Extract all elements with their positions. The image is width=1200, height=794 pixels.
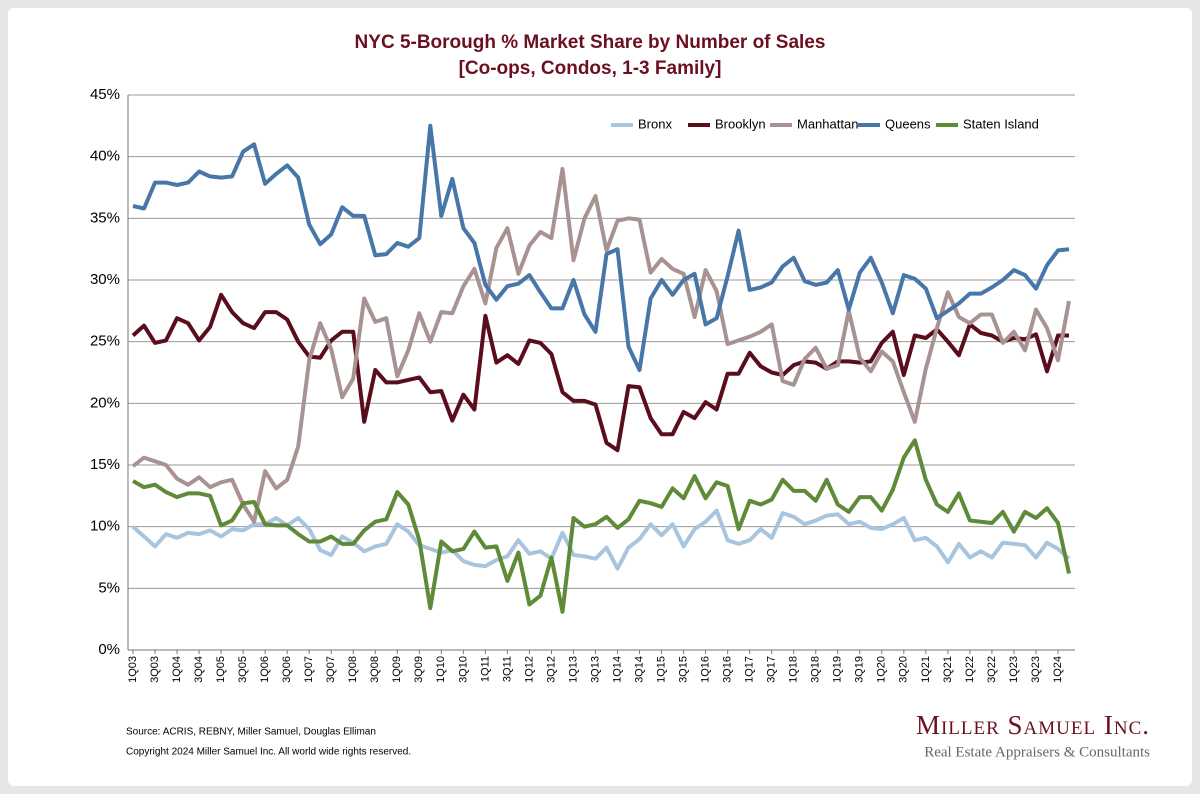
x-tick-label: 1Q14 bbox=[611, 656, 623, 683]
x-tick-label: 1Q22 bbox=[964, 656, 976, 683]
x-tick-label: 1Q13 bbox=[567, 656, 579, 683]
y-tick-label: 40% bbox=[90, 148, 120, 165]
x-tick-label: 3Q12 bbox=[545, 656, 557, 683]
y-tick-label: 0% bbox=[98, 641, 120, 658]
series-line bbox=[131, 508, 1071, 571]
x-tick-label: 3Q05 bbox=[237, 656, 249, 683]
x-tick-label: 3Q10 bbox=[457, 656, 469, 683]
x-tick-label: 1Q15 bbox=[655, 656, 667, 683]
x-tick-label: 3Q19 bbox=[854, 656, 866, 683]
y-tick-label: 30% bbox=[90, 271, 120, 288]
x-tick-label: 1Q19 bbox=[832, 656, 844, 683]
x-tick-label: 1Q20 bbox=[876, 656, 888, 683]
x-tick-label: 1Q16 bbox=[700, 656, 712, 683]
x-tick-label: 1Q06 bbox=[259, 656, 271, 683]
x-tick-label: 3Q23 bbox=[1030, 656, 1042, 683]
y-tick-label: 20% bbox=[90, 394, 120, 411]
x-tick-label: 3Q15 bbox=[677, 656, 689, 683]
series-line bbox=[132, 123, 1070, 372]
x-tick-label: 3Q08 bbox=[369, 656, 381, 683]
legend-label: Bronx bbox=[638, 116, 672, 131]
x-tick-label: 3Q20 bbox=[898, 656, 910, 683]
x-tick-label: 1Q05 bbox=[215, 656, 227, 683]
chart-subtitle: [Co-ops, Condos, 1-3 Family] bbox=[459, 58, 722, 79]
x-tick-label: 3Q03 bbox=[149, 656, 161, 683]
x-tick-label: 3Q07 bbox=[325, 656, 337, 683]
x-tick-label: 3Q21 bbox=[942, 656, 954, 683]
x-tick-label: 1Q24 bbox=[1052, 656, 1064, 683]
x-tick-label: 1Q10 bbox=[435, 656, 447, 683]
y-tick-label: 45% bbox=[90, 86, 120, 103]
series-line bbox=[131, 292, 1069, 453]
y-tick-label: 5% bbox=[98, 579, 120, 596]
x-tick-label: 3Q04 bbox=[193, 656, 205, 683]
x-tick-label: 1Q17 bbox=[744, 656, 756, 683]
x-tick-label: 1Q11 bbox=[479, 656, 491, 682]
legend-label: Manhattan bbox=[797, 116, 858, 131]
x-tick-label: 1Q21 bbox=[920, 656, 932, 683]
x-tick-label: 3Q16 bbox=[722, 656, 734, 683]
x-tick-label: 3Q06 bbox=[281, 656, 293, 683]
source-note: Source: ACRIS, REBNY, Miller Samuel, Dou… bbox=[126, 727, 376, 738]
x-tick-label: 3Q13 bbox=[589, 656, 601, 683]
logo-name: Miller Samuel Inc. bbox=[916, 710, 1150, 740]
chart-title: NYC 5-Borough % Market Share by Number o… bbox=[355, 32, 826, 53]
legend-label: Queens bbox=[885, 116, 931, 131]
y-tick-label: 25% bbox=[90, 333, 120, 350]
x-tick-label: 1Q03 bbox=[127, 656, 139, 683]
y-tick-label: 10% bbox=[90, 518, 120, 535]
series-line bbox=[131, 167, 1071, 524]
series-line bbox=[132, 438, 1071, 614]
x-tick-label: 3Q11 bbox=[501, 656, 513, 682]
x-tick-label: 1Q07 bbox=[303, 656, 315, 683]
x-tick-label: 1Q12 bbox=[523, 656, 535, 683]
x-tick-label: 1Q18 bbox=[788, 656, 800, 683]
logo-tagline: Real Estate Appraisers & Consultants bbox=[924, 744, 1150, 760]
legend-label: Staten Island bbox=[963, 116, 1039, 131]
y-tick-label: 35% bbox=[90, 209, 120, 226]
x-tick-label: 3Q22 bbox=[986, 656, 998, 683]
legend-label: Brooklyn bbox=[715, 116, 766, 131]
x-tick-label: 1Q23 bbox=[1008, 656, 1020, 683]
x-tick-label: 1Q09 bbox=[391, 656, 403, 683]
x-tick-label: 3Q18 bbox=[810, 656, 822, 683]
x-tick-label: 3Q17 bbox=[766, 656, 778, 683]
x-tick-label: 3Q14 bbox=[633, 656, 645, 683]
y-tick-label: 15% bbox=[90, 456, 120, 473]
x-tick-label: 3Q09 bbox=[413, 656, 425, 683]
copyright-note: Copyright 2024 Miller Samuel Inc. All wo… bbox=[126, 747, 411, 758]
x-tick-label: 1Q08 bbox=[347, 656, 359, 683]
x-tick-label: 1Q04 bbox=[171, 656, 183, 683]
